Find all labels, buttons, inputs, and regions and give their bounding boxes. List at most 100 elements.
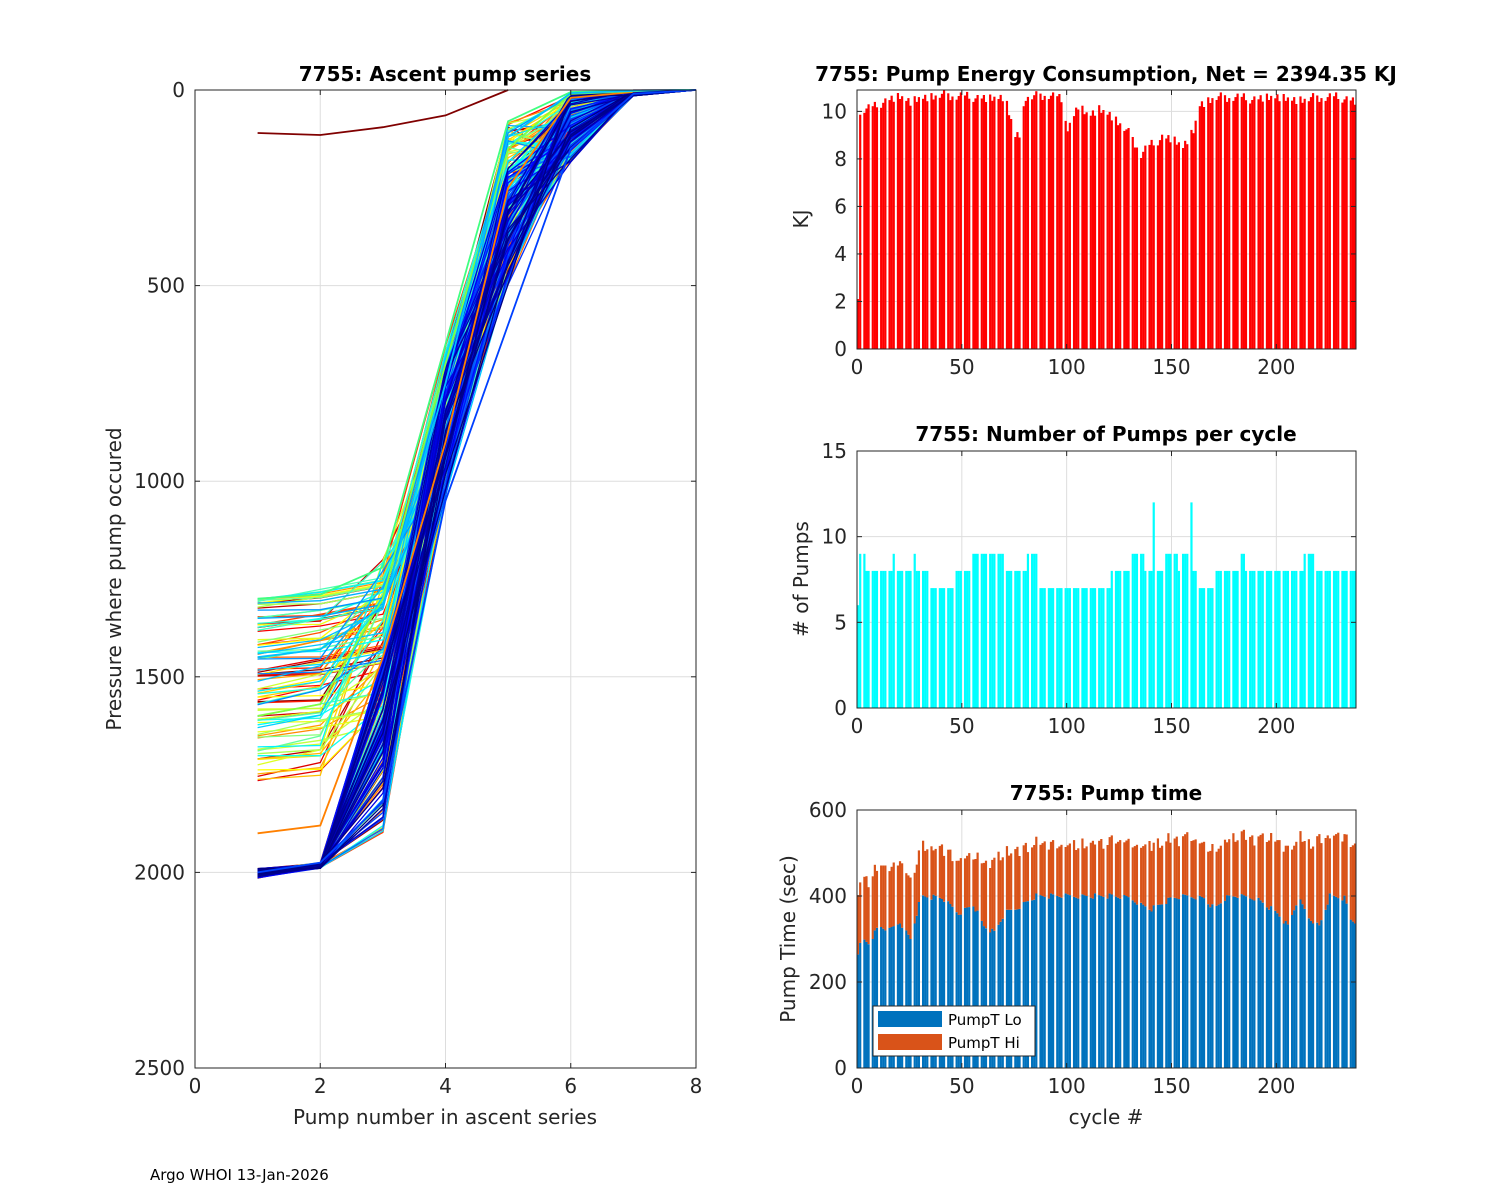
energy-bar (1150, 139, 1153, 349)
pumpt-lo-bar (1190, 897, 1193, 1068)
pumps-bar (1316, 570, 1319, 708)
pumpt-lo-bar (1265, 907, 1269, 1068)
pumpt-lo-bar (890, 927, 893, 1068)
energy-bar (1058, 94, 1061, 349)
ascent-title: 7755: Ascent pump series (299, 62, 592, 86)
x-tick-label: 0 (851, 714, 864, 738)
x-tick-label: 150 (1152, 355, 1190, 379)
ascent-profile-line (257, 89, 697, 870)
pumps-bar (1242, 553, 1245, 708)
ascent-profile-line (257, 89, 697, 870)
pumpt-lo-bar (932, 894, 935, 1068)
pumps-bar (1108, 588, 1111, 708)
ascent-profile-line (257, 89, 697, 870)
pumpt-lo-bar (1024, 901, 1027, 1068)
ascent-profile-line (257, 89, 697, 878)
energy-bar (1119, 123, 1122, 349)
energy-bar (1303, 98, 1306, 349)
pumpt-lo-bar (1286, 924, 1290, 1068)
pumps-bar (991, 553, 994, 708)
ascent-profile-line (257, 89, 697, 870)
pumpt-lo-bar (865, 941, 868, 1068)
energy-bar (1202, 107, 1206, 349)
energy-bar (1165, 138, 1168, 349)
pumpt-lo-bar (1316, 922, 1319, 1068)
pumpt-lo-bar (1303, 908, 1306, 1068)
pumpt-lo-bar (1207, 904, 1210, 1068)
pumps-bar (1033, 553, 1036, 708)
energy-bar (1106, 114, 1109, 349)
y-tick-label: 2000 (134, 860, 185, 884)
energy-bar (934, 95, 937, 349)
ascent-profile-line (257, 89, 697, 877)
pumpt-hi-bar (1240, 831, 1243, 895)
pumps-bar (884, 570, 887, 708)
energy-bar (942, 90, 946, 349)
ascent-profile-line (257, 89, 697, 879)
energy-bar (947, 93, 950, 349)
pumpt-hi-bar (1018, 856, 1021, 909)
pumpt-hi-bar (898, 861, 902, 924)
pumpt-lo-bar (1150, 911, 1153, 1068)
ascent-profile-line (257, 89, 697, 693)
pumpt-hi-bar (1016, 846, 1019, 910)
ascent-ticks: 0 2 4 6 8 0 500 1000 1500 2000 2500 (134, 78, 702, 1098)
pumpt-hi-bar (1010, 853, 1013, 910)
pumpt-lo-bar (859, 942, 862, 1068)
ascent-series-line (257, 89, 697, 835)
pumps-bar (1278, 570, 1281, 708)
pumps-bar (1286, 570, 1290, 708)
pumps-bar (873, 570, 876, 708)
pump-energy-chart: 0 50 100 150 200 0 2 4 6 8 10 7755: Pump Energy Co… (789, 62, 1397, 379)
pumpt-lo-bar (924, 896, 927, 1068)
pumpt-lo-bar (888, 927, 891, 1068)
energy-bar (1293, 97, 1296, 349)
energy-bar (1282, 94, 1285, 349)
pumpt-hi-bar (1307, 839, 1310, 919)
energy-bar (1211, 98, 1214, 349)
pumps-ticks: 0 50 100 150 200 0 5 10 15 (822, 439, 1356, 738)
pumpt-lo-bar (1244, 896, 1248, 1068)
pumpt-lo-bar (1274, 910, 1277, 1068)
pumps-bar (1353, 570, 1357, 708)
pumpt-lo-bar (1077, 898, 1080, 1068)
energy-bar (1194, 120, 1197, 349)
pumpt-lo-bar (1081, 894, 1084, 1068)
pumps-bar (1064, 588, 1067, 708)
pumps-bar (934, 588, 937, 708)
pumpt-hi-bar (1085, 846, 1088, 896)
pumpt-lo-bar (1318, 925, 1321, 1068)
pumps-bar (1351, 570, 1355, 708)
pumps-bar (984, 553, 988, 708)
pumpt-lo-bar (1085, 896, 1088, 1068)
ascent-profile-line (257, 89, 697, 870)
pumps-bar (871, 570, 874, 708)
pumps-bar (966, 570, 969, 708)
pumpt-hi-bar (1007, 855, 1011, 910)
pumps-bar (1215, 570, 1218, 708)
y-tick-label: 1000 (134, 469, 185, 493)
energy-bar (1158, 140, 1162, 349)
pumpt-lo-bar (1186, 895, 1189, 1068)
pumpt-hi-bar (1100, 839, 1103, 896)
pumpt-hi-bar (1293, 845, 1296, 911)
energy-bar (1068, 122, 1071, 349)
pumpt-lo-bar (934, 895, 937, 1068)
energy-bar (1108, 111, 1111, 350)
energy-bar (1291, 100, 1294, 349)
ascent-profile-line (257, 89, 697, 870)
ascent-profile-line (257, 89, 697, 875)
pumps-bar (1211, 588, 1214, 708)
energy-bar (1093, 115, 1097, 349)
x-tick-label: 6 (564, 1074, 577, 1098)
energy-bar (1064, 120, 1067, 350)
ascent-profile-line (257, 89, 697, 877)
pumpt-hi-bar (930, 846, 933, 900)
energy-bar (905, 100, 908, 350)
pumpt-lo-bar (1106, 898, 1109, 1068)
pumpt-hi-bar (1091, 840, 1095, 899)
pumpt-hi-bar (1226, 842, 1229, 896)
pumpt-hi-bar (991, 859, 994, 929)
energy-bar (917, 97, 920, 349)
pumpt-lo-bar (1328, 893, 1331, 1068)
